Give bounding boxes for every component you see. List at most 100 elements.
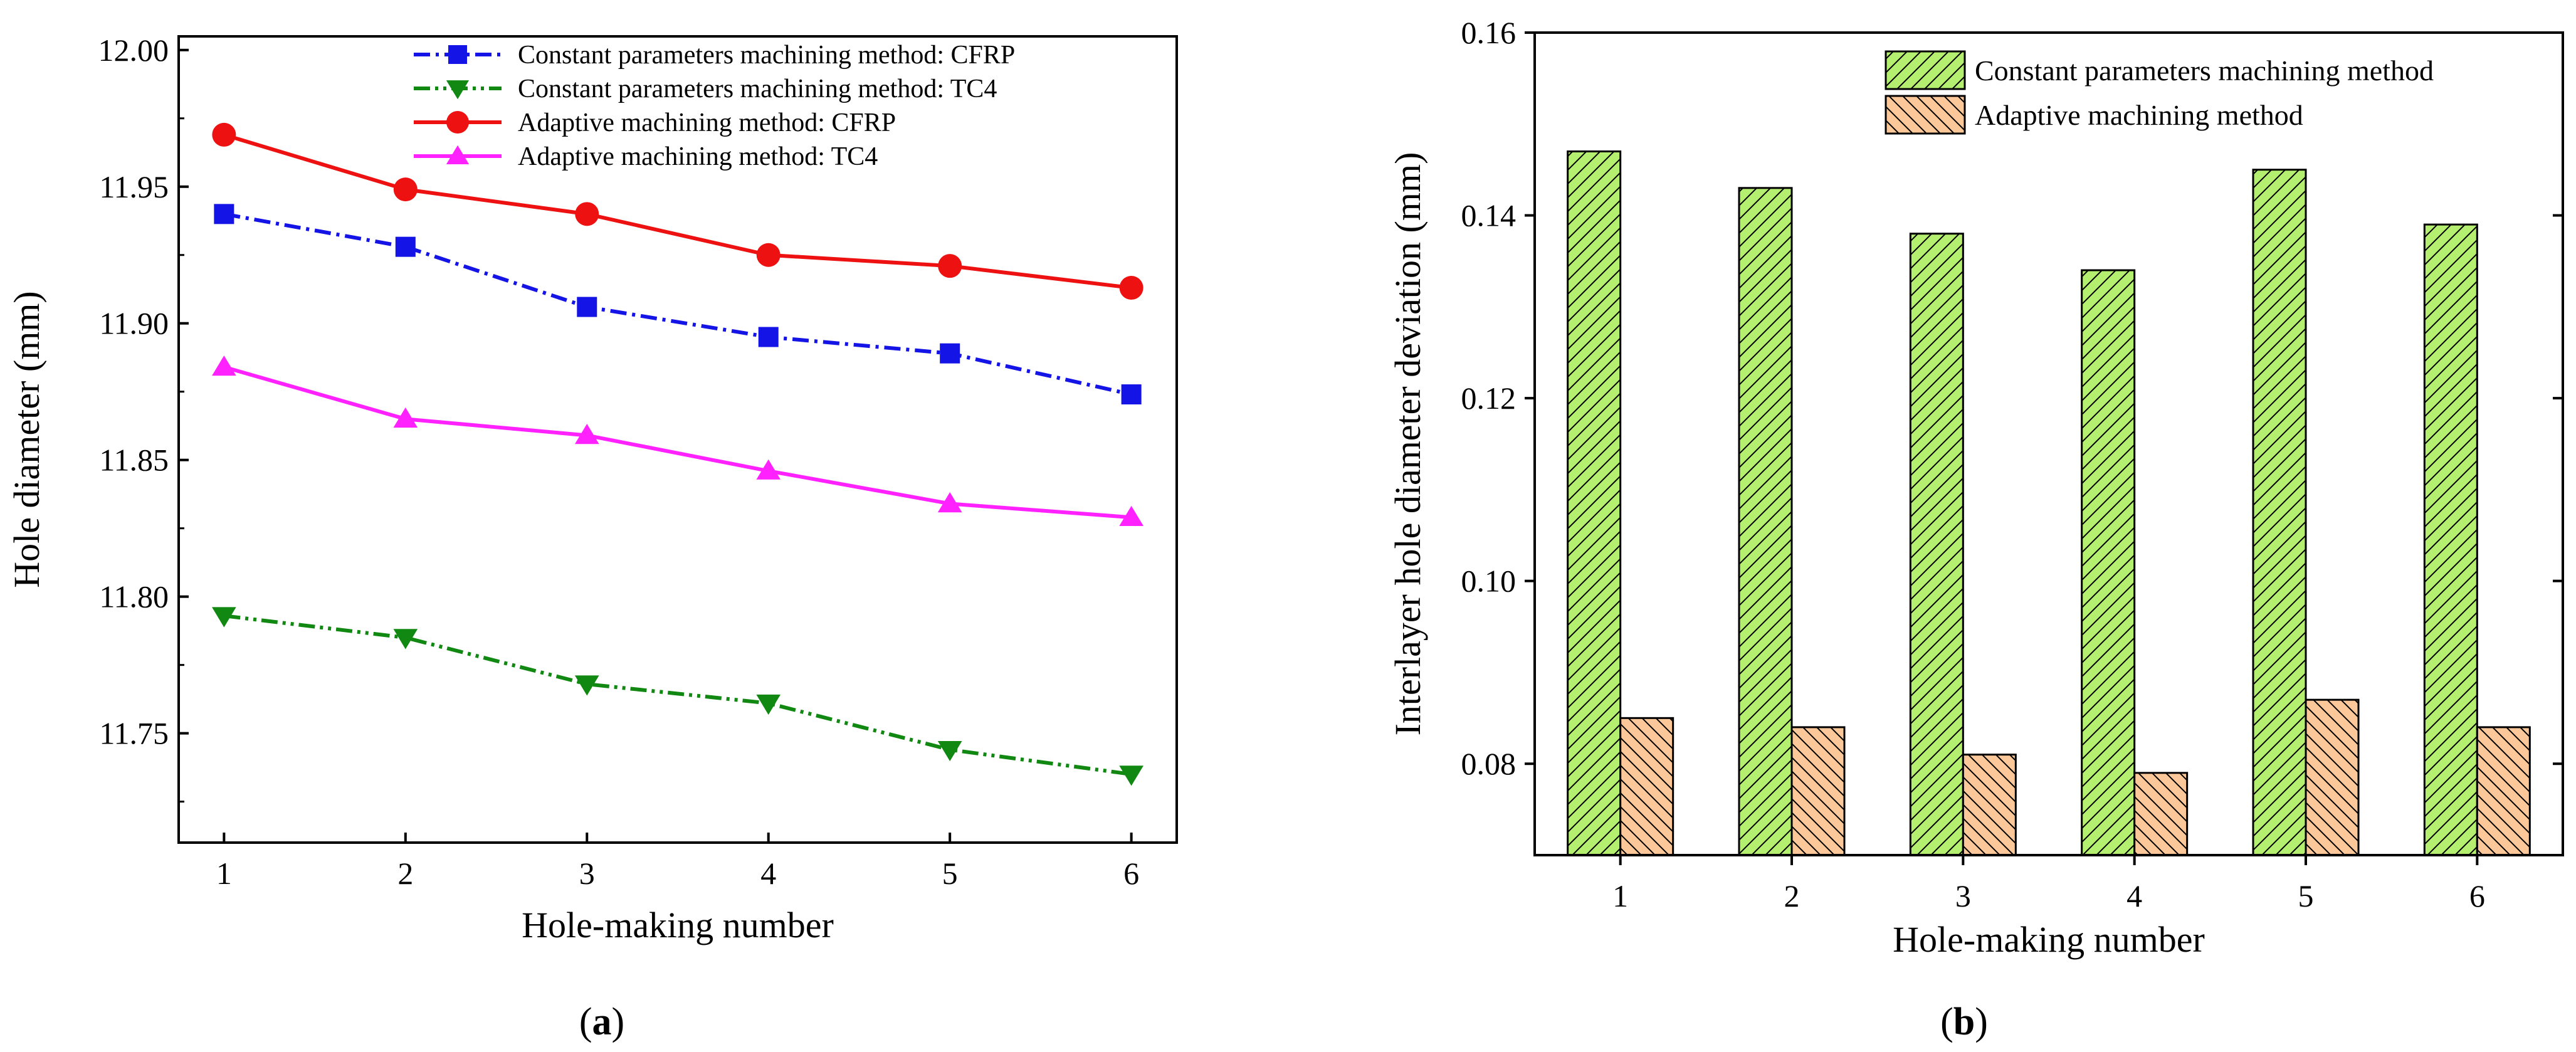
x-tick-label: 1: [216, 856, 232, 891]
chart-b-legend: Constant parameters machining method Adap…: [1885, 50, 2434, 135]
bar-hatch: [1619, 717, 1674, 856]
chart-b-frame: [1533, 31, 2564, 856]
legend-label: Constant parameters machining method: CF…: [518, 41, 1015, 70]
bar: [2081, 269, 2136, 856]
y-tick-label: 0.10: [1461, 564, 1517, 599]
legend-item: Adaptive machining method: TC4: [414, 142, 878, 171]
chart-a-series: [212, 122, 1143, 786]
series-line: [223, 212, 1132, 396]
legend-item: Adaptive machining method: CFRP: [414, 108, 896, 137]
x-tick-label: 3: [1955, 878, 1971, 913]
series-2: [212, 607, 1143, 786]
x-tick-label: 3: [579, 856, 595, 891]
bar-hatch: [2476, 726, 2531, 856]
y-tick-label: 0.14: [1461, 198, 1517, 233]
y-tick-label: 0.08: [1461, 746, 1517, 781]
data-point: [212, 122, 236, 147]
series-line: [224, 614, 1132, 776]
legend-item: Constant parameters machining method: [1885, 50, 2434, 90]
bar-hatch: [2305, 698, 2360, 856]
chart-a-panel-label: (a): [579, 1001, 624, 1043]
y-tick-label: 11.75: [99, 716, 169, 751]
legend-marker: [446, 111, 469, 134]
data-point: [214, 204, 234, 224]
legend-label: Adaptive machining method: CFRP: [518, 108, 896, 137]
series-4: [212, 355, 1143, 527]
bar: [1790, 726, 1846, 856]
bar-hatch: [1738, 187, 1793, 856]
legend-swatch-hatch: [1885, 50, 1966, 90]
y-tick-label: 11.90: [99, 306, 169, 341]
bar-hatch: [2133, 772, 2189, 856]
x-tick-label: 6: [1123, 856, 1139, 891]
x-tick-label: 6: [2469, 878, 2485, 913]
bar: [2133, 772, 2189, 856]
legend-label: Constant parameters machining method: [1975, 55, 2434, 87]
series-1: [214, 204, 1142, 405]
bar: [1962, 754, 2017, 856]
bar: [2423, 223, 2478, 856]
data-point: [938, 254, 962, 278]
x-tick-label: 5: [2298, 878, 2314, 913]
data-point: [395, 236, 416, 257]
data-point: [1119, 276, 1143, 300]
legend-marker: [448, 45, 467, 64]
chart-b-panel-label: (b): [1940, 1001, 1988, 1043]
data-point: [212, 355, 236, 376]
y-tick-label: 11.95: [99, 169, 169, 204]
bar-hatch: [1567, 150, 1622, 856]
x-tick-label: 2: [397, 856, 413, 891]
chart-b: 1 2 3 4 5 6 0.08 0.10 0.12 0.14 0.16 Constant para…: [1387, 15, 2564, 1043]
bar: [1619, 717, 1674, 856]
legend-swatch-hatch: [1885, 95, 1966, 135]
series-3: [212, 122, 1143, 300]
data-point: [758, 327, 779, 347]
data-point: [1121, 384, 1142, 405]
bar: [2305, 698, 2360, 856]
bar-series-2: [1619, 698, 2531, 856]
data-point: [756, 459, 781, 480]
x-tick-label: 2: [1784, 878, 1800, 913]
legend-item: Constant parameters machining method: TC…: [414, 75, 997, 103]
bar-hatch: [1962, 754, 2017, 856]
data-point: [756, 243, 781, 267]
data-point: [574, 675, 599, 696]
chart-b-ticks: 1 2 3 4 5 6 0.08 0.10 0.12 0.14 0.16: [1461, 15, 2563, 913]
x-tick-label: 4: [2127, 878, 2142, 913]
chart-b-bars: [1567, 150, 2531, 856]
series-line: [223, 133, 1132, 290]
chart-a-ylabel: Hole diameter (mm): [6, 291, 47, 588]
x-tick-label: 4: [760, 856, 776, 891]
bar: [1909, 233, 1964, 856]
data-point: [1119, 765, 1143, 786]
legend-label: Adaptive machining method: [1975, 99, 2303, 131]
bar-hatch: [2252, 169, 2307, 856]
chart-b-ylabel: Interlayer hole diameter deviation (mm): [1387, 152, 1428, 736]
bar-hatch: [2423, 223, 2478, 856]
legend-marker: [446, 145, 470, 164]
data-point: [756, 694, 781, 715]
legend-item: Adaptive machining method: [1885, 95, 2303, 135]
bar-hatch: [2081, 269, 2136, 856]
data-point: [937, 740, 962, 762]
chart-a-xlabel: Hole-making number: [522, 905, 834, 945]
series-line: [223, 365, 1132, 520]
data-point: [393, 177, 418, 202]
y-tick-label: 11.85: [99, 443, 169, 478]
y-tick-label: 0.12: [1461, 381, 1517, 416]
data-point: [940, 343, 960, 364]
x-tick-label: 1: [1612, 878, 1628, 913]
chart-a: 1 2 3 4 5 6 11.75 11.80 11.85 11.90 11.95 12.00 Con…: [6, 33, 1178, 1043]
bar: [1738, 187, 1793, 856]
data-point: [574, 424, 599, 444]
bar-hatch: [1909, 233, 1964, 856]
legend-label: Adaptive machining method: TC4: [518, 142, 878, 171]
bar: [2252, 169, 2307, 856]
bar: [1567, 150, 1622, 856]
chart-a-frame: [177, 35, 1178, 844]
chart-b-xlabel: Hole-making number: [1893, 919, 2205, 960]
legend-label: Constant parameters machining method: TC…: [518, 75, 997, 103]
y-tick-label: 12.00: [98, 33, 169, 68]
data-point: [393, 629, 418, 650]
